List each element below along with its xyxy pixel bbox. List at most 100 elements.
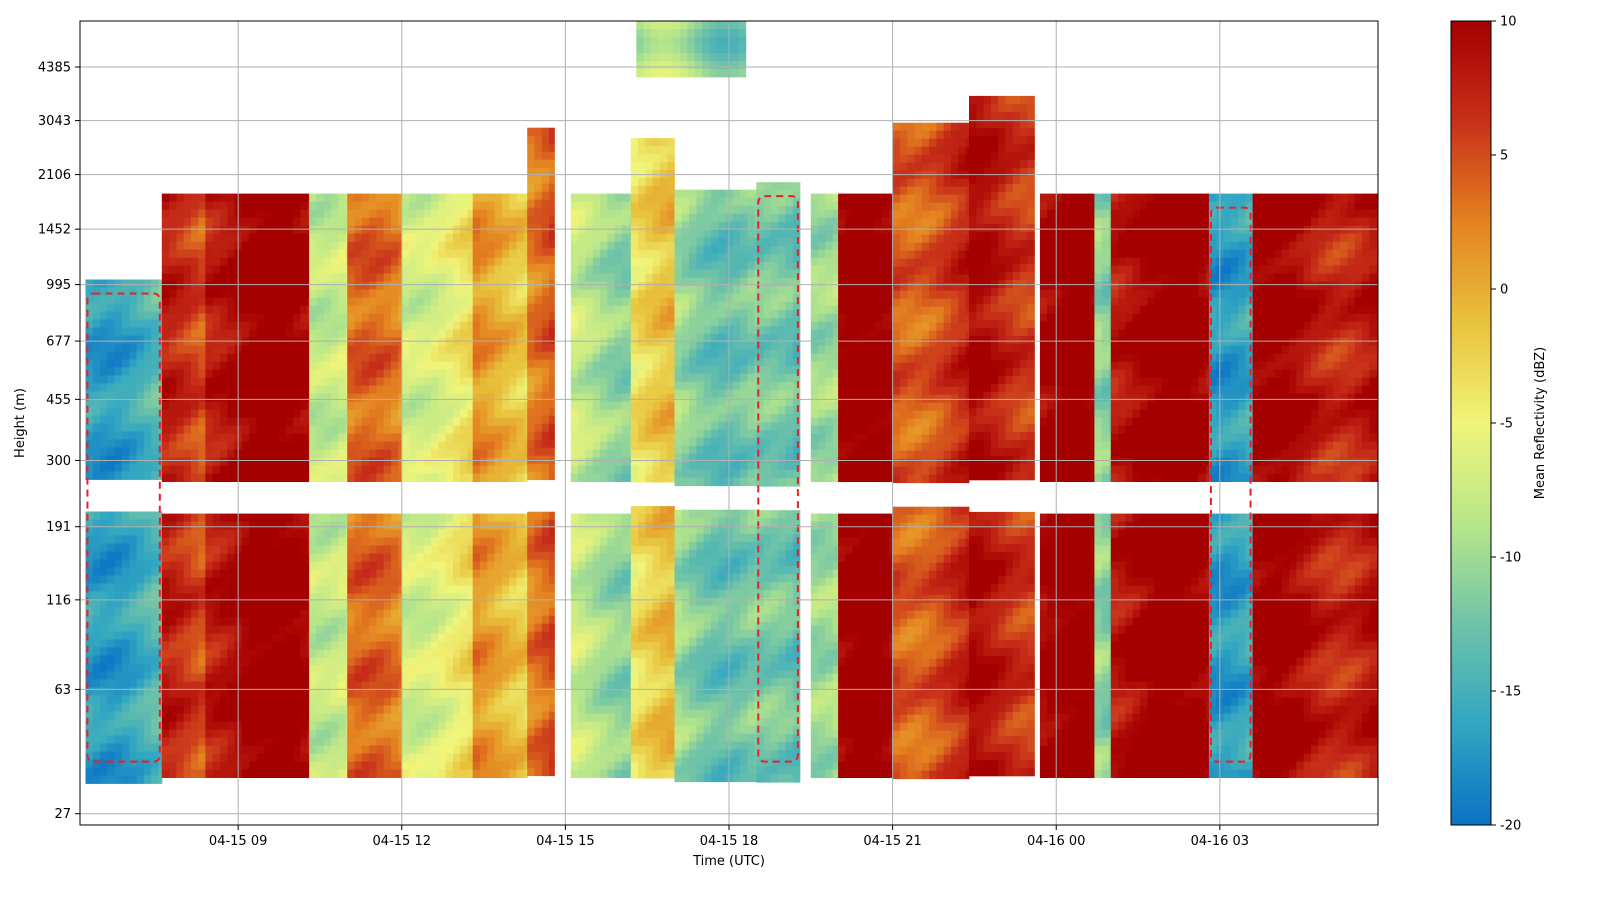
heatmap-cell [549,735,555,745]
heatmap-cell [198,385,206,394]
heatmap-cell [376,377,385,386]
heatmap-cell [191,553,199,562]
heatmap-cell [300,281,308,290]
heatmap-cell [338,737,346,746]
heatmap-cell [527,679,535,689]
heatmap-cell [472,553,481,562]
heatmap-cell [278,593,287,602]
heatmap-cell [467,425,474,434]
heatmap-cell [347,513,355,522]
heatmap-cell [347,569,355,578]
heatmap-cell [176,545,185,554]
heatmap-cell [309,713,317,722]
heatmap-cell [585,265,594,274]
heatmap-cell [438,313,446,322]
heatmap-cell [263,441,272,450]
heatmap-cell [527,695,535,705]
heatmap-cell [307,769,310,778]
heatmap-cell [143,383,152,392]
heatmap-cell [227,361,235,370]
heatmap-cell [431,385,439,394]
heatmap-cell [376,449,385,458]
heatmap-cell [369,369,377,378]
heatmap-cell [383,689,392,698]
heatmap-cell [323,521,332,530]
heatmap-cell [220,713,228,722]
heatmap-cell [92,775,101,784]
heatmap-cell [323,665,332,674]
heatmap-cell [361,721,370,730]
heatmap-cell [570,441,579,450]
heatmap-cell [169,273,177,282]
heatmap-cell [114,567,123,576]
heatmap-cell [354,721,363,730]
heatmap-cell [249,681,257,690]
heatmap-cell [398,545,403,554]
heatmap-cell [516,441,525,450]
heatmap-cell [460,377,468,386]
heatmap-cell [169,521,177,530]
heatmap-cell [271,705,279,714]
heatmap-cell [300,593,308,602]
heatmap-cell [285,705,294,714]
heatmap-cell [136,623,145,632]
heatmap-cell [541,767,550,777]
heatmap-cell [183,473,192,482]
heatmap-cell [534,463,543,473]
heatmap-cell [383,321,392,330]
heatmap-cell [129,631,137,640]
heatmap-cell [271,321,279,330]
heatmap-cell [129,655,137,664]
heatmap-cell [361,569,370,578]
heatmap-cell [570,449,579,458]
heatmap-cell [307,665,310,674]
heatmap-cell [92,767,101,776]
heatmap-cell [398,577,403,586]
heatmap-cell [249,465,257,474]
heatmap-cell [452,513,461,522]
heatmap-cell [176,353,185,362]
heatmap-cell [331,745,339,754]
heatmap-cell [249,537,257,546]
heatmap-cell [345,241,348,250]
heatmap-cell [331,401,339,410]
heatmap-cell [100,695,108,704]
heatmap-cell [438,449,446,458]
heatmap-cell [416,593,425,602]
heatmap-cell [391,233,399,242]
heatmap-cell [347,745,355,754]
heatmap-cell [534,663,543,673]
heatmap-cell [570,473,579,482]
heatmap-cell [271,529,279,538]
heatmap-cell [431,393,439,402]
heatmap-cell [347,465,355,474]
heatmap-cell [256,681,265,690]
heatmap-cell [85,383,94,392]
heatmap-cell [480,209,488,218]
heatmap-cell [198,257,206,266]
heatmap-cell [416,641,425,650]
heatmap-cell [331,417,339,426]
heatmap-cell [401,345,410,354]
heatmap-cell [293,521,301,530]
heatmap-cell [523,393,528,402]
heatmap-cell [191,425,199,434]
heatmap-cell [293,641,301,650]
heatmap-cell [227,329,235,338]
heatmap-cell [480,761,488,770]
heatmap-cell [136,567,145,576]
heatmap-cell [316,201,325,210]
heatmap-cell [169,697,177,706]
heatmap-cell [549,639,555,649]
heatmap-cell [169,313,177,322]
heatmap-cell [307,273,310,282]
heatmap-cell [383,569,392,578]
heatmap-cell [516,705,525,714]
heatmap-cell [241,761,250,770]
heatmap-cell [516,401,525,410]
heatmap-cell [585,641,594,650]
heatmap-cell [398,265,403,274]
heatmap-cell [438,737,446,746]
heatmap-cell [212,273,221,282]
heatmap-cell [541,439,550,449]
